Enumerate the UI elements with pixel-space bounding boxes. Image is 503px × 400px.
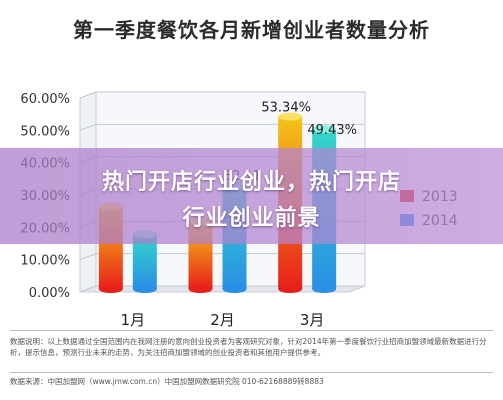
divider-bottom bbox=[10, 372, 493, 373]
y-tick-label: 50.00% bbox=[20, 124, 70, 139]
y-tick-label: 10.00% bbox=[20, 254, 70, 269]
data-note: 数据说明：以上数据通过全国范围内在我网注册的意向创业投资者为客观研究对象，针对2… bbox=[10, 337, 487, 357]
grid-line bbox=[79, 253, 365, 261]
x-tick-label: 3月 bbox=[300, 311, 325, 329]
x-tick-label: 1月 bbox=[121, 311, 146, 329]
overlay-subheadline: 行业创业前景 bbox=[182, 206, 321, 231]
grid-line bbox=[79, 285, 365, 293]
x-tick-label: 2月 bbox=[210, 311, 235, 329]
bar-base bbox=[188, 285, 213, 293]
grid-line bbox=[79, 123, 365, 131]
bar-base bbox=[312, 285, 337, 293]
bar-base bbox=[222, 285, 247, 293]
bar-cap bbox=[278, 112, 303, 121]
overlay-headline: 热门开店行业创业，热门开店 bbox=[101, 170, 401, 195]
overlay-banner bbox=[0, 148, 503, 244]
data-source: 数据来源：中国加盟网（www.jmw.com.cn）中国加盟网数据研究院 010… bbox=[10, 377, 324, 386]
grid-line bbox=[79, 91, 365, 99]
bar-base bbox=[278, 285, 303, 293]
bar-cap bbox=[312, 125, 337, 134]
divider-top bbox=[10, 330, 493, 331]
bar-base bbox=[98, 285, 123, 293]
bar-base bbox=[132, 285, 157, 293]
data-label: 53.34% bbox=[261, 101, 311, 116]
chart-title: 第一季度餐饮各月新增创业者数量分析 bbox=[73, 18, 430, 42]
data-label: 49.43% bbox=[307, 123, 357, 138]
y-tick-label: 60.00% bbox=[20, 92, 70, 107]
y-tick-label: 0.00% bbox=[29, 286, 70, 301]
